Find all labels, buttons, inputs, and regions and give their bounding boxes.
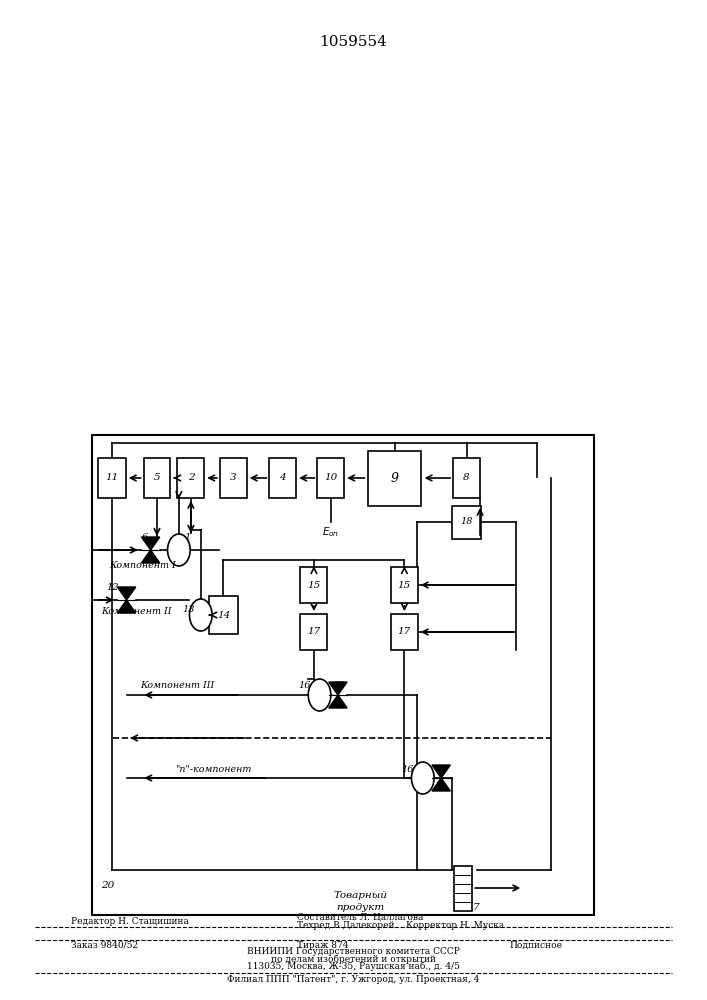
Circle shape bbox=[411, 762, 434, 794]
FancyBboxPatch shape bbox=[391, 567, 418, 603]
Text: 10: 10 bbox=[325, 474, 337, 483]
Text: 17: 17 bbox=[398, 628, 411, 637]
Text: 11: 11 bbox=[105, 474, 118, 483]
Polygon shape bbox=[432, 778, 450, 791]
FancyBboxPatch shape bbox=[98, 458, 126, 498]
Text: 3: 3 bbox=[230, 474, 237, 483]
Text: 15: 15 bbox=[308, 580, 320, 589]
Text: Компонент III: Компонент III bbox=[140, 680, 214, 690]
Text: Филиал ППП "Патент", г. Ужгород, ул. Проектная, 4: Филиал ППП "Патент", г. Ужгород, ул. Про… bbox=[228, 976, 479, 984]
Text: Составитель Л. Цаллагова: Составитель Л. Цаллагова bbox=[297, 912, 423, 922]
Text: 113035, Москва, Ж-35, Раушская наб., д. 4/5: 113035, Москва, Ж-35, Раушская наб., д. … bbox=[247, 961, 460, 971]
Text: 8: 8 bbox=[463, 474, 470, 483]
FancyBboxPatch shape bbox=[269, 458, 296, 498]
Text: Редактор Н. Стащишина: Редактор Н. Стащишина bbox=[71, 918, 189, 926]
FancyBboxPatch shape bbox=[220, 458, 247, 498]
FancyBboxPatch shape bbox=[300, 567, 327, 603]
Text: по делам изобретений и открытий: по делам изобретений и открытий bbox=[271, 954, 436, 964]
Text: 6: 6 bbox=[142, 533, 148, 542]
FancyBboxPatch shape bbox=[317, 458, 344, 498]
Polygon shape bbox=[117, 587, 136, 600]
FancyBboxPatch shape bbox=[300, 614, 327, 650]
Text: 19: 19 bbox=[332, 682, 345, 690]
FancyBboxPatch shape bbox=[368, 450, 421, 506]
Polygon shape bbox=[141, 550, 160, 563]
Text: 9: 9 bbox=[390, 472, 399, 485]
Text: $E_{оп}$: $E_{оп}$ bbox=[322, 525, 339, 539]
Text: 15: 15 bbox=[398, 580, 411, 589]
Text: 13: 13 bbox=[182, 605, 194, 614]
Text: "п"-компонент: "п"-компонент bbox=[175, 766, 252, 774]
Text: Подписное: Подписное bbox=[509, 940, 562, 950]
Circle shape bbox=[168, 534, 190, 566]
FancyBboxPatch shape bbox=[391, 614, 418, 650]
Polygon shape bbox=[141, 537, 160, 550]
FancyBboxPatch shape bbox=[177, 458, 204, 498]
Polygon shape bbox=[432, 765, 450, 778]
Circle shape bbox=[189, 599, 212, 631]
Text: ВНИИПИ Государственного комитета СССР: ВНИИПИ Государственного комитета СССР bbox=[247, 948, 460, 956]
Circle shape bbox=[308, 679, 331, 711]
FancyBboxPatch shape bbox=[209, 596, 238, 634]
Text: 16: 16 bbox=[298, 682, 311, 690]
Text: 19: 19 bbox=[436, 766, 448, 774]
FancyBboxPatch shape bbox=[144, 458, 170, 498]
Text: Тираж 874: Тираж 874 bbox=[297, 940, 349, 950]
Text: 12: 12 bbox=[106, 583, 119, 592]
Text: 16: 16 bbox=[402, 766, 414, 774]
Text: 14: 14 bbox=[217, 610, 230, 619]
Text: Товарный: Товарный bbox=[334, 892, 387, 900]
Polygon shape bbox=[329, 695, 347, 708]
Polygon shape bbox=[329, 682, 347, 695]
FancyBboxPatch shape bbox=[453, 458, 480, 498]
Text: Компонент II: Компонент II bbox=[101, 607, 172, 616]
Text: Компонент I: Компонент I bbox=[110, 560, 176, 570]
Text: 4: 4 bbox=[279, 474, 286, 483]
Text: 2: 2 bbox=[187, 474, 194, 483]
Text: Техред В.Далекорей    Корректор Н. Муска: Техред В.Далекорей Корректор Н. Муска bbox=[297, 922, 504, 930]
Text: Заказ 9840/52: Заказ 9840/52 bbox=[71, 940, 138, 950]
Text: 18: 18 bbox=[460, 518, 473, 526]
Text: 20: 20 bbox=[101, 880, 115, 890]
Text: 1: 1 bbox=[184, 533, 190, 542]
Text: 1059554: 1059554 bbox=[320, 35, 387, 49]
Text: продукт: продукт bbox=[337, 904, 385, 912]
Text: 5: 5 bbox=[153, 474, 160, 483]
Text: 7: 7 bbox=[472, 904, 479, 912]
FancyBboxPatch shape bbox=[452, 506, 481, 538]
Text: 17: 17 bbox=[308, 628, 320, 637]
Polygon shape bbox=[117, 600, 136, 613]
FancyBboxPatch shape bbox=[455, 865, 472, 910]
